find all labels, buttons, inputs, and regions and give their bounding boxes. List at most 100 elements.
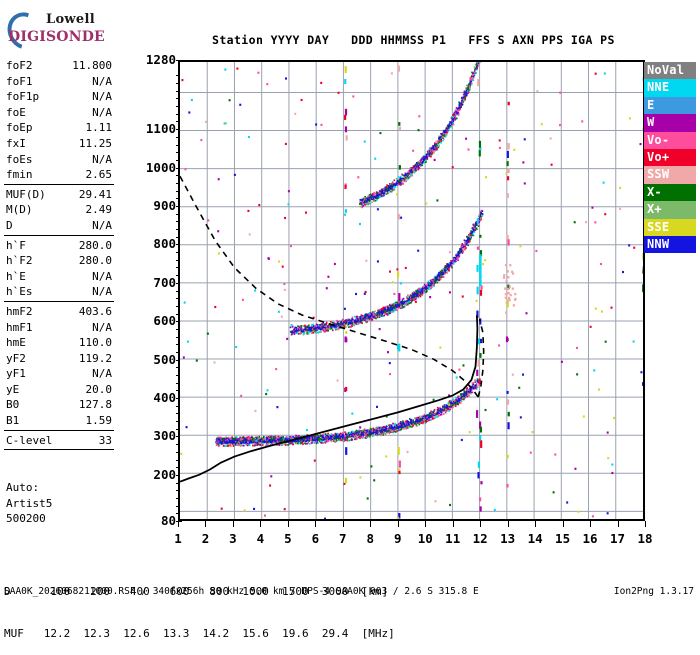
legend-item-x[interactable]: X+	[644, 201, 696, 218]
param-row: fmin 2.65	[4, 167, 114, 183]
param-row: foF1 N/A	[4, 74, 114, 90]
x-axis-label: 15	[551, 531, 575, 546]
y-axis-label: 1000	[130, 160, 176, 175]
x-axis-tick	[590, 521, 591, 527]
x-axis-tick	[205, 521, 206, 527]
legend-item-vo[interactable]: Vo+	[644, 149, 696, 166]
auto-line: Auto:	[6, 480, 52, 496]
x-axis-tick	[563, 521, 564, 527]
x-axis-tick	[618, 521, 619, 527]
legend-item-sse[interactable]: SSE	[644, 219, 696, 236]
x-axis-tick	[178, 521, 179, 527]
param-value: N/A	[92, 89, 112, 105]
param-row: MUF(D)29.41	[4, 187, 114, 203]
param-key: M(D)	[6, 202, 33, 218]
param-key: yF1	[6, 366, 26, 382]
param-key: h`F2	[6, 253, 33, 269]
param-key: hmE	[6, 335, 26, 351]
param-key: foEp	[6, 120, 33, 136]
param-row: yF1 N/A	[4, 366, 114, 382]
auto-line: Artist5	[6, 496, 52, 512]
param-value: N/A	[92, 218, 112, 234]
x-axis-label: 17	[606, 531, 630, 546]
lowell-digisonde-logo: Lowell DIGISONDE	[6, 6, 126, 50]
x-axis-label: 1	[166, 531, 190, 546]
x-axis-label: 7	[331, 531, 355, 546]
legend-item-x[interactable]: X-	[644, 184, 696, 201]
param-value: N/A	[92, 152, 112, 168]
x-axis-tick	[315, 521, 316, 527]
software-version: Ion2Png 1.3.17	[614, 586, 694, 597]
param-value: 110.0	[79, 335, 112, 351]
legend-item-nne[interactable]: NNE	[644, 79, 696, 96]
x-axis-label: 11	[441, 531, 465, 546]
param-key: foF1	[6, 74, 33, 90]
legend-item-nnw[interactable]: NNW	[644, 236, 696, 253]
param-value: N/A	[92, 366, 112, 382]
logo-lowell-text: Lowell	[46, 12, 95, 27]
param-value: 29.41	[79, 187, 112, 203]
param-row: foF1p N/A	[4, 89, 114, 105]
file-info-footer: SAA0K_2026068211000.RSF / 340fx256h 50 k…	[4, 586, 479, 597]
x-axis-label: 4	[248, 531, 272, 546]
x-axis-label: 16	[578, 531, 602, 546]
param-value: 11.800	[72, 58, 112, 74]
legend-item-w[interactable]: W	[644, 114, 696, 131]
param-value: 2.65	[86, 167, 113, 183]
x-axis-tick	[453, 521, 454, 527]
legend-item-e[interactable]: E	[644, 97, 696, 114]
x-axis-label: 2	[193, 531, 217, 546]
y-axis-label: 400	[130, 390, 176, 405]
param-value: 1.59	[86, 413, 113, 429]
x-axis-tick	[343, 521, 344, 527]
y-axis-tick	[176, 521, 182, 522]
x-axis-tick	[508, 521, 509, 527]
param-key: B1	[6, 413, 19, 429]
x-axis-label: 9	[386, 531, 410, 546]
param-key: fxI	[6, 136, 26, 152]
y-axis-label: 800	[130, 236, 176, 251]
param-row: foF2 11.800	[4, 58, 114, 74]
param-value: 119.2	[79, 351, 112, 367]
param-key: foF1p	[6, 89, 39, 105]
x-axis-label: 13	[496, 531, 520, 546]
x-axis-tick	[370, 521, 371, 527]
legend-item-noval[interactable]: NoVal	[644, 62, 696, 79]
param-key: yE	[6, 382, 19, 398]
legend-item-ssw[interactable]: SSW	[644, 166, 696, 183]
x-axis-label: 10	[413, 531, 437, 546]
param-key: foF2	[6, 58, 33, 74]
param-value: 20.0	[86, 382, 113, 398]
param-value: 127.8	[79, 397, 112, 413]
x-axis-label: 14	[523, 531, 547, 546]
param-key: h`E	[6, 269, 26, 285]
param-value: 1.11	[86, 120, 113, 136]
logo-digisonde-text: DIGISONDE	[8, 29, 105, 45]
x-axis-label: 5	[276, 531, 300, 546]
y-axis-label: 700	[130, 275, 176, 290]
ionogram-plot-area[interactable]	[178, 60, 645, 521]
param-value: 2.49	[86, 202, 113, 218]
param-value: N/A	[92, 74, 112, 90]
param-value: 403.6	[79, 304, 112, 320]
x-axis-tick	[288, 521, 289, 527]
y-axis-label: 200	[130, 467, 176, 482]
param-key: fmin	[6, 167, 33, 183]
param-value: 33	[99, 433, 112, 449]
x-axis-label: 6	[303, 531, 327, 546]
muf-scale-row: MUF 12.2 12.3 12.6 13.3 14.2 15.6 19.6 2…	[4, 627, 395, 641]
param-row: B1 1.59	[4, 413, 114, 429]
legend-item-vo[interactable]: Vo-	[644, 132, 696, 149]
param-value: 280.0	[79, 253, 112, 269]
param-row: foEp 1.11	[4, 120, 114, 136]
